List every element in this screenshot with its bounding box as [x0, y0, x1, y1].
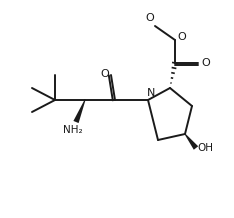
Text: OH: OH — [197, 143, 213, 153]
Text: NH₂: NH₂ — [63, 125, 83, 135]
Text: O: O — [101, 69, 109, 79]
Text: N: N — [147, 88, 155, 98]
Text: O: O — [146, 13, 154, 23]
Text: O: O — [178, 32, 186, 42]
Polygon shape — [73, 100, 85, 123]
Text: O: O — [202, 58, 210, 68]
Polygon shape — [185, 134, 198, 150]
